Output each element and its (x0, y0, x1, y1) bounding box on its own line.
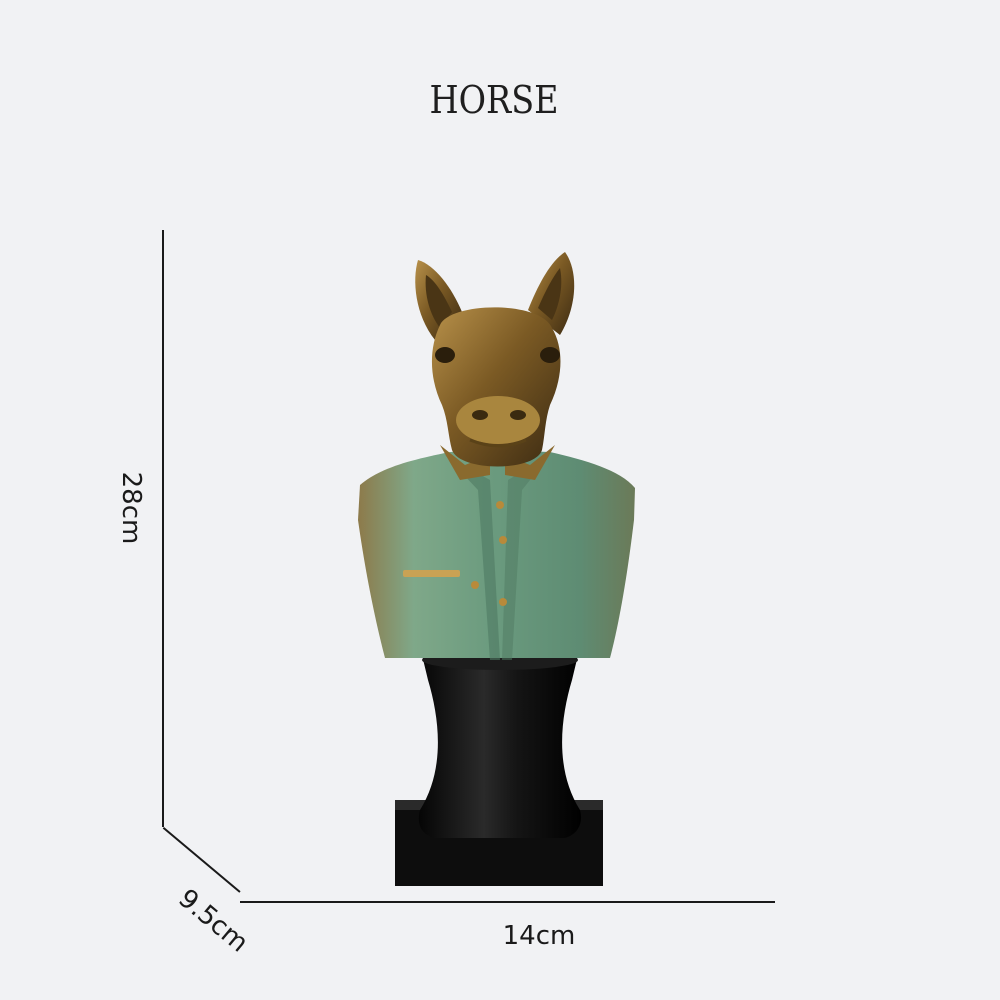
depth-label: 9.5cm (172, 883, 254, 959)
pedestal-column (418, 655, 582, 838)
product-title: HORSE (429, 78, 559, 122)
jacket (358, 450, 635, 658)
width-dimension-line (240, 901, 775, 903)
depth-dimension-line (162, 827, 241, 893)
horse-bust-sculpture (358, 252, 635, 886)
horse-head (415, 252, 575, 467)
width-label: 14cm (502, 921, 576, 951)
height-label: 28cm (116, 471, 146, 545)
pocket-detail (403, 570, 460, 577)
height-dimension-line (162, 230, 164, 827)
